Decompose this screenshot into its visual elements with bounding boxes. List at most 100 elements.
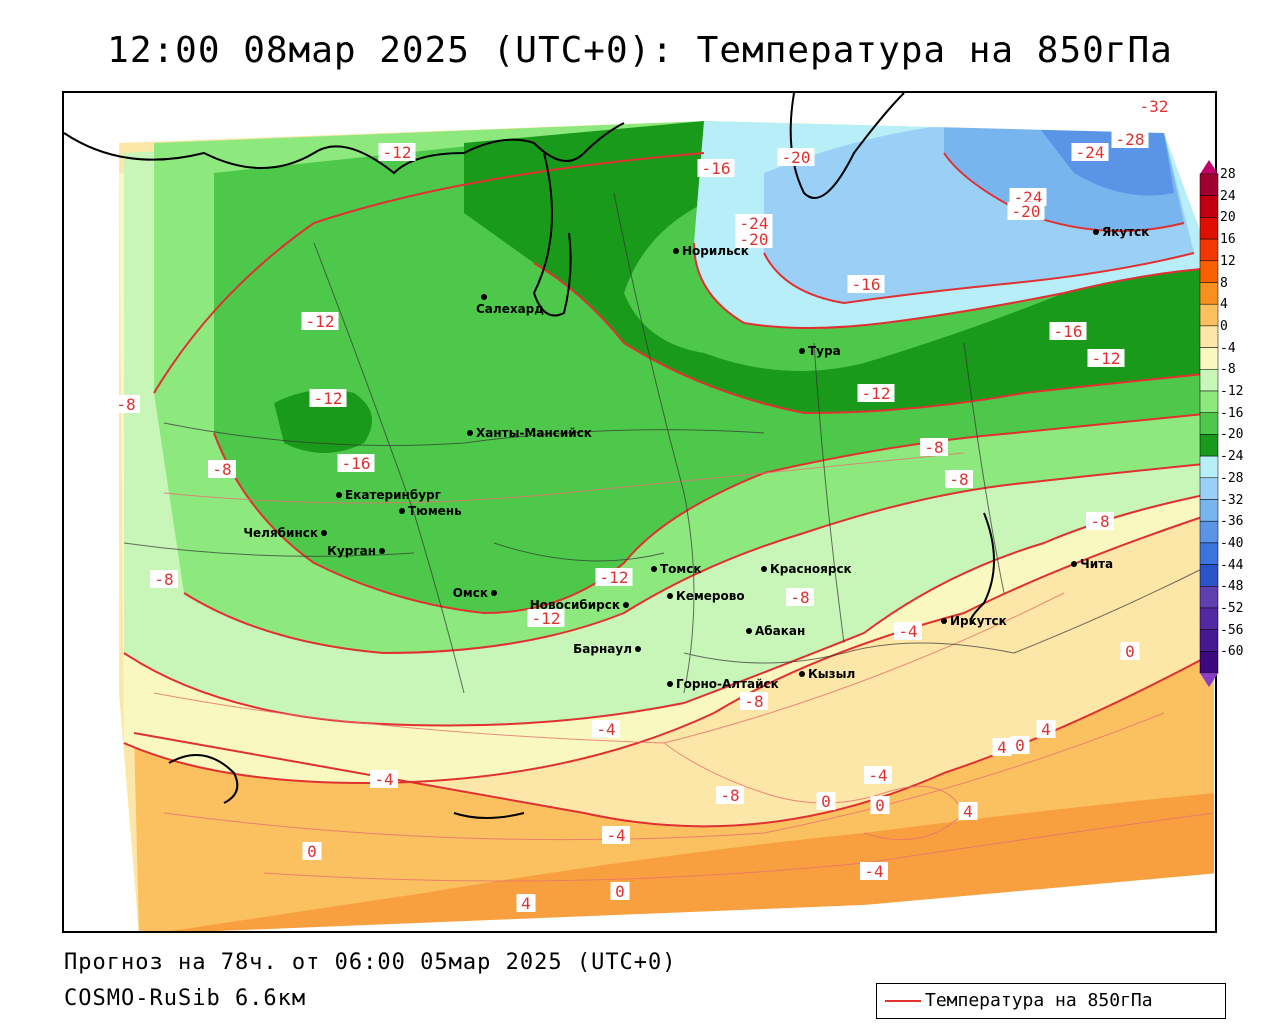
city-dot [799,348,805,354]
isotherm-label: -12 [383,143,412,162]
isotherm-label: -12 [314,389,343,408]
colorbar-swatch [1199,651,1219,674]
city-label: Омск [453,586,488,600]
isotherm-label: 0 [1125,642,1135,661]
city-dot [321,530,327,536]
isotherm-label-bg [958,802,978,820]
colorbar-swatch [1199,412,1219,435]
isotherm-label-bg [735,230,773,248]
isotherm-label-bg [337,454,375,472]
isotherm-label-bg [716,786,744,804]
colorbar [1199,160,1219,694]
colorbar-swatch [1199,325,1219,348]
isotherm-label-bg [610,882,630,900]
city-label: Горно-Алтайск [676,677,779,691]
model-info: COSMO-RuSib 6.6км [64,986,307,1011]
colorbar-swatch [1199,586,1219,609]
city-label: Абакан [755,624,805,638]
isotherm-label: -12 [1092,349,1121,368]
colorbar-swatch [1199,195,1219,218]
isotherm-label-bg [1009,188,1047,206]
colorbar-swatch [1199,238,1219,262]
colorbar-tick-label: 0 [1220,318,1228,334]
isotherm-label: -28 [1116,130,1145,149]
isotherm-label-bg [1086,512,1114,530]
city-dot [761,566,767,572]
city-label: Томск [660,562,702,576]
city-markers: Норильск Салехард Якутск Тура Ханты-Мансийск… [243,225,1149,691]
city-dot [667,681,673,687]
isotherm-label-bg [1010,736,1030,754]
isotherm-label: -24 [740,214,769,233]
isotherm-label-bg [595,568,633,586]
city-dot [746,628,752,634]
isotherm-label: -4 [606,826,625,845]
colorbar-tick-label: -20 [1220,427,1244,443]
city-label: Челябинск [243,526,318,540]
isotherm-label-bg [370,770,398,788]
isotherm-label-bg [945,470,973,488]
isotherm-label: -12 [532,609,561,628]
isotherm-label: 0 [821,792,831,811]
colorbar-tick-label: -36 [1220,514,1244,530]
isotherm-label-bg [1036,720,1056,738]
city-dot [481,294,487,300]
isotherm-label: -16 [342,454,371,473]
isotherm-label-bg [378,143,416,161]
isotherm-label: 4 [997,738,1007,757]
isotherm-label: 0 [875,796,885,815]
isotherm-label: -20 [782,148,811,167]
colorbar-bottom-arrow [1200,673,1218,688]
city-label: Екатеринбург [345,488,441,502]
city-dot [623,602,629,608]
colorbar-tick-label: -16 [1220,405,1244,421]
isotherm-label-bg [527,609,565,627]
map-panel[interactable]: -12 -16 -20 -24 -28 -32 -24 -20 -24 -20 -16 -16 -12-… [62,91,1217,933]
isotherm-label-bg [786,588,814,606]
isotherm-label: -8 [744,692,763,711]
isotherm-label: 0 [307,842,317,861]
city-dot [1071,561,1077,567]
colorbar-tick-label: -4 [1220,340,1236,356]
city-dot [667,593,673,599]
coastlines [64,93,995,819]
colorbar-tick-label: -40 [1220,535,1244,551]
city-dot [799,671,805,677]
temperature-fill-layer [119,108,1214,931]
city-label: Салехард [476,302,544,316]
isotherm-label: -12 [600,568,629,587]
isotherm-label-bg [740,692,768,710]
isotherm-label: -12 [862,384,891,403]
isotherm-label-bg [112,395,140,413]
colorbar-swatch [1199,607,1219,630]
colorbar-swatch [1199,564,1219,587]
isotherm-label-bg [697,159,735,177]
colorbar-tick-label: -8 [1220,362,1236,378]
isotherm-label-bg [1120,642,1140,660]
isotherm-label: 4 [963,802,973,821]
isotherm-label: 0 [615,882,625,901]
colorbar-tick-label: 16 [1220,232,1236,248]
isotherm-label: -8 [116,395,135,414]
isotherm-label-bg [301,312,339,330]
isotherm-label-bg [777,148,815,166]
colorbar-swatch [1199,499,1219,522]
city-label: Иркутск [950,614,1007,628]
colorbar-swatch [1199,390,1219,413]
city-dot [379,548,385,554]
isotherm-label-bg [894,622,922,640]
colorbar-swatch [1199,303,1219,327]
colorbar-tick-label: 12 [1220,253,1236,269]
colorbar-tick-label: -60 [1220,644,1244,660]
legend-label: Температура на 850гПа [925,990,1153,1011]
colorbar-swatch [1199,217,1219,240]
city-label: Норильск [682,244,749,258]
isotherm-label-bg [1111,130,1149,148]
minor-isotherm-lines [153,452,1215,882]
isotherm-label-bg [302,842,322,860]
isotherm-label-bg [992,738,1012,756]
colorbar-tick-label: 4 [1220,297,1228,313]
isotherm-label: -20 [1012,202,1041,221]
city-dot [673,248,679,254]
isotherm-label-bg [920,438,948,456]
